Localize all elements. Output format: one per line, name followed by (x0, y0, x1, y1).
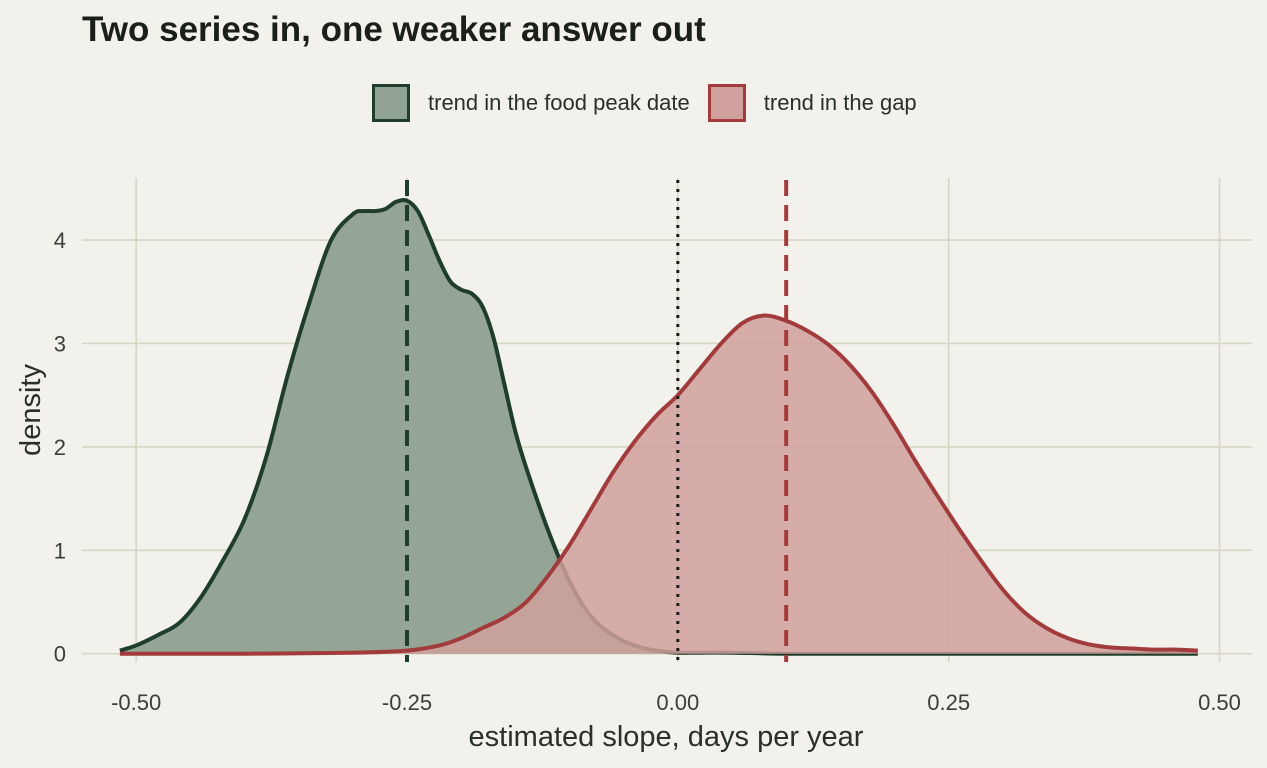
density-line-series-1 (119, 313, 1198, 656)
x-axis-title: estimated slope, days per year (469, 721, 864, 753)
tick-labels: -0.50 -0.25 0.00 0.25 0.50 0 1 2 3 4 (54, 228, 1241, 715)
x-tick-label-1: -0.25 (382, 690, 432, 715)
legend-label-food-peak: trend in the food peak date (428, 90, 690, 115)
legend: trend in the food peak date trend in the… (372, 84, 935, 122)
x-tick-label-2: 0.00 (656, 690, 699, 715)
series-layer (119, 198, 1198, 656)
y-tick-label-2: 2 (54, 435, 66, 460)
y-axis-title: density (15, 364, 47, 456)
chart-title: Two series in, one weaker answer out (82, 10, 706, 49)
legend-item-food-peak: trend in the food peak date (372, 84, 690, 122)
y-tick-label-1: 1 (54, 538, 66, 563)
legend-swatch-gap (707, 84, 746, 122)
legend-label-gap: trend in the gap (763, 90, 917, 115)
density-area-series-1 (119, 315, 1198, 654)
legend-item-gap: trend in the gap (707, 84, 917, 122)
y-tick-label-0: 0 (54, 642, 66, 667)
y-tick-label-3: 3 (54, 331, 66, 356)
x-tick-label-0: -0.50 (111, 690, 161, 715)
x-tick-label-3: 0.25 (927, 690, 970, 715)
reference-lines (405, 180, 789, 662)
y-tick-label-4: 4 (54, 228, 66, 253)
density-area-series-0 (119, 200, 1198, 654)
x-tick-label-4: 0.50 (1198, 690, 1241, 715)
legend-swatch-food-peak (372, 84, 410, 122)
